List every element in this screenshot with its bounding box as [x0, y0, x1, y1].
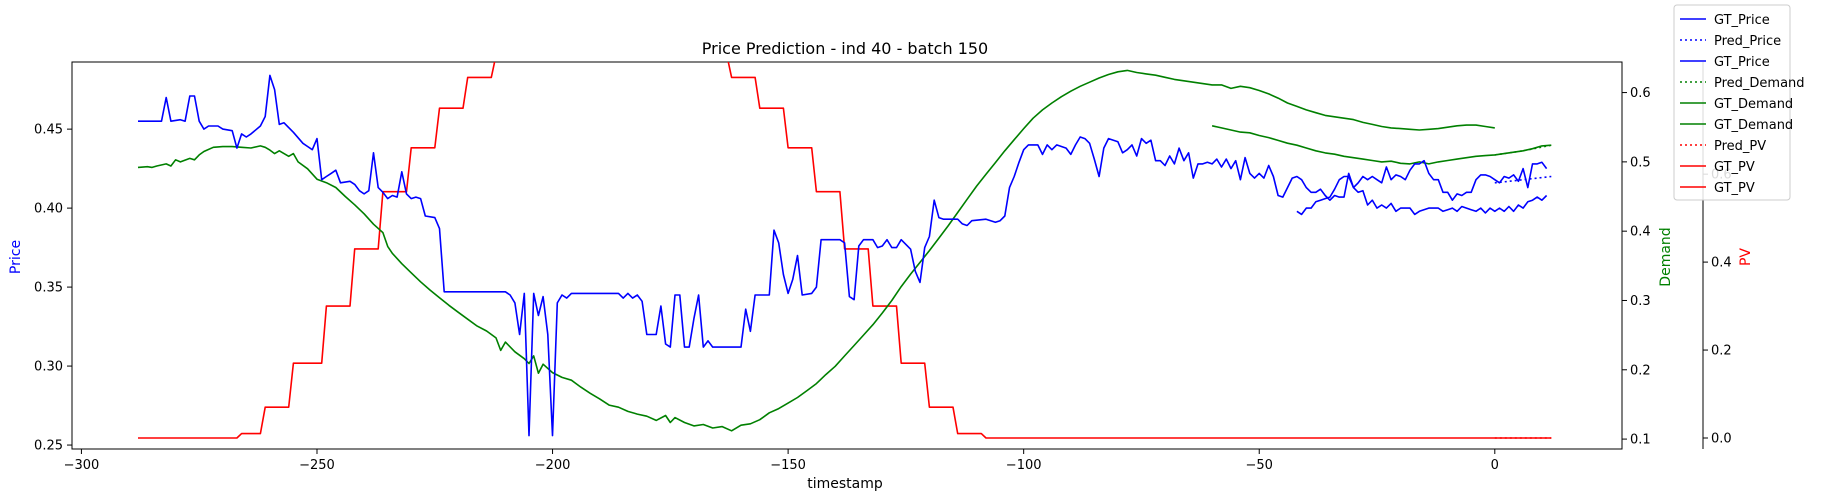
legend-label: GT_Demand: [1714, 97, 1793, 112]
legend-label: GT_Price: [1714, 13, 1770, 28]
plot-area: −300 −250 −200 −150 −100 −50 00.250.300.350.40…: [34, 61, 1732, 473]
price-tick-label: 0.30: [34, 360, 63, 375]
price-tick-label: 0.35: [34, 281, 63, 296]
demand-tick-label: 0.4: [1630, 225, 1651, 240]
x-tick-label: −50: [1246, 458, 1273, 473]
x-tick-label: −100: [1006, 458, 1042, 473]
legend-label: Pred_PV: [1714, 139, 1766, 154]
gt-price-line-tail: [1296, 159, 1548, 216]
demand-tick-label: 0.3: [1630, 294, 1651, 309]
gt-demand-line-tail: [1211, 125, 1552, 165]
price-tick-label: 0.25: [34, 439, 63, 454]
demand-tick-label: 0.6: [1630, 86, 1651, 101]
x-tick-label: −300: [64, 458, 100, 473]
gt-price-line: [138, 74, 1548, 437]
demand-tick-label: 0.1: [1630, 433, 1651, 448]
legend-label: Pred_Demand: [1714, 76, 1805, 91]
legend-label: GT_PV: [1714, 181, 1755, 196]
series-group: [137, 62, 1552, 439]
gt-pv-line: [138, 62, 1552, 439]
price-tick-label: 0.45: [34, 123, 63, 138]
chart-title: Price Prediction - ind 40 - batch 150: [702, 39, 988, 58]
pv-axis-label: PV: [1738, 248, 1754, 266]
legend-label: GT_PV: [1714, 160, 1755, 175]
demand-tick-label: 0.5: [1630, 155, 1651, 170]
legend-label: GT_Demand: [1714, 118, 1793, 133]
pv-tick-label: 0.2: [1711, 344, 1732, 359]
demand-axis-label: Demand: [1658, 227, 1674, 286]
legend: GT_Price Pred_Price GT_Price Pred_Demand GT_…: [1673, 4, 1805, 201]
legend-label: GT_Price: [1714, 55, 1770, 70]
x-tick-label: −150: [770, 458, 806, 473]
gt-demand-line: [137, 69, 1495, 432]
plot-frame: [71, 61, 1623, 450]
price-tick-label: 0.40: [34, 202, 63, 217]
pv-tick-label: 0.0: [1711, 432, 1732, 447]
x-tick-label: 0: [1491, 458, 1499, 473]
price-axis-label: Price: [8, 240, 24, 274]
demand-tick-label: 0.2: [1630, 363, 1651, 378]
legend-label: Pred_Price: [1714, 34, 1781, 49]
x-tick-label: −200: [535, 458, 571, 473]
x-tick-label: −250: [299, 458, 335, 473]
x-axis-label: timestamp: [807, 476, 883, 492]
pv-tick-label: 0.4: [1711, 256, 1732, 271]
legend-box: [1673, 4, 1791, 201]
